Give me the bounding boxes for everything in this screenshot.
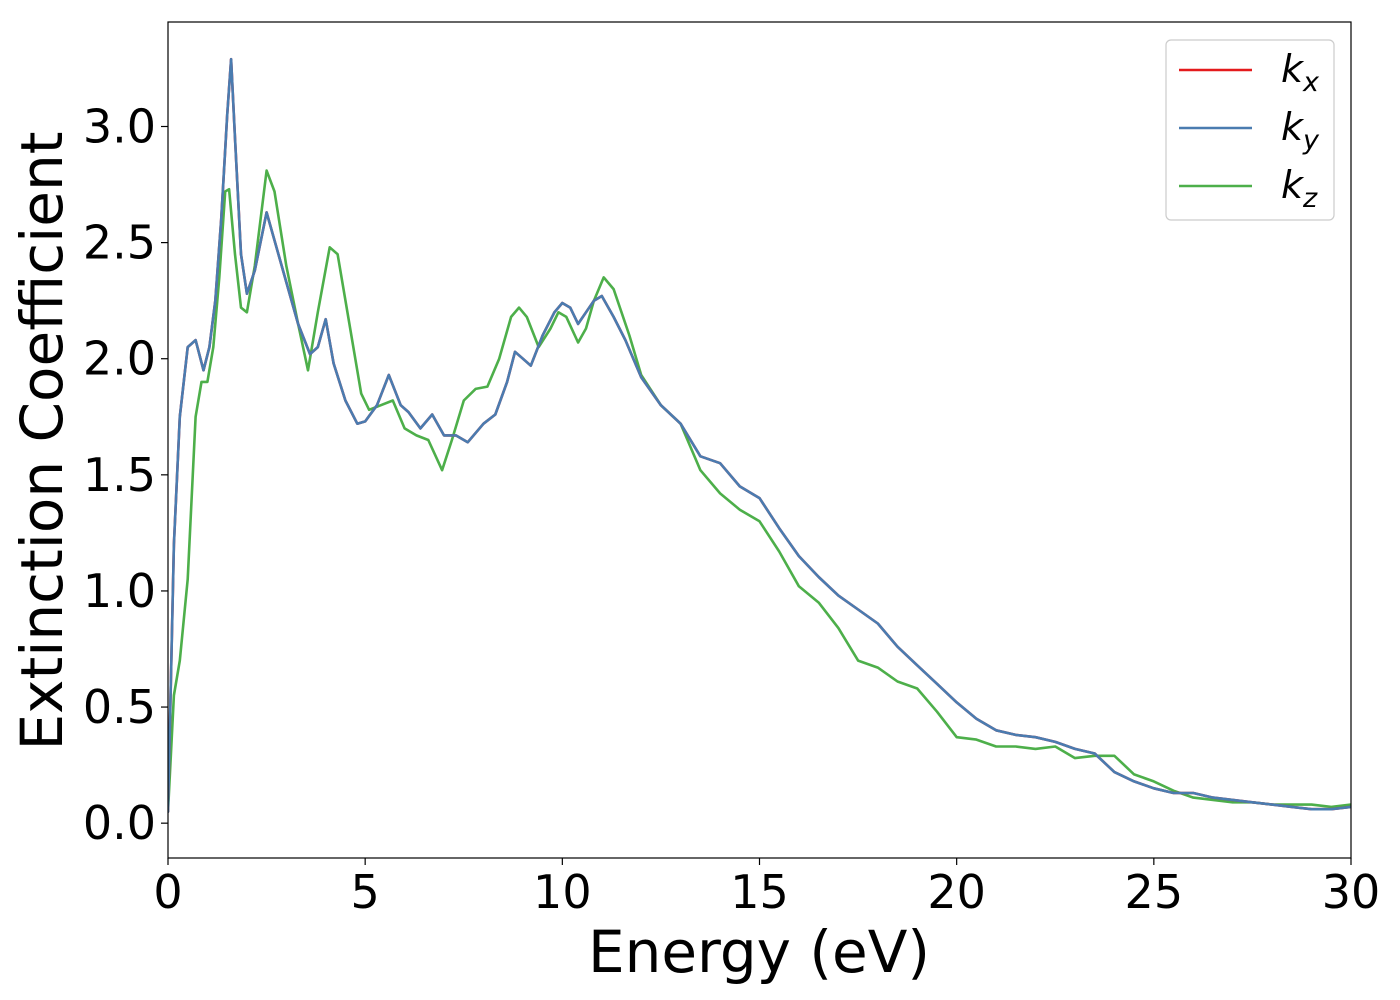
y-tick-label: 0.0 [83,796,156,850]
legend-label-subscript: z [1302,183,1318,214]
series-line-kz [168,169,1351,813]
y-axis-title: Extinction Coefficient [8,132,76,751]
y-tick-label: 3.0 [83,100,156,154]
x-tick-label: 25 [1125,865,1184,919]
legend-box [1165,39,1335,221]
legend-label-symbol: k [1281,105,1305,149]
x-tick-label: 20 [927,865,986,919]
y-tick-label: 0.5 [83,680,156,734]
y-tick-label: 2.5 [83,216,156,270]
legend-label-subscript: y [1302,125,1320,156]
x-tick-label: 5 [351,865,380,919]
x-axis-title: Energy (eV) [588,918,930,986]
legend-label-subscript: x [1302,67,1320,98]
legend-label-symbol: k [1281,47,1305,91]
x-tick-label: 15 [730,865,789,919]
legend-label-kx: kx [1281,47,1320,98]
y-tick-label: 1.5 [83,448,156,502]
x-tick-label: 30 [1322,865,1381,919]
legend-label-symbol: k [1281,163,1305,207]
legend-label-ky: ky [1281,105,1320,156]
y-axis: 0.0 0.5 1.0 1.5 2.0 2.5 3.0 [83,100,168,850]
legend-label-kz: kz [1281,163,1318,214]
y-tick-label: 1.0 [83,564,156,618]
y-tick-label: 2.0 [83,332,156,386]
x-axis: 0 5 10 15 20 25 30 [153,858,1380,919]
series-line-ky [168,57,1351,813]
x-tick-label: 0 [153,865,182,919]
x-tick-label: 10 [533,865,592,919]
